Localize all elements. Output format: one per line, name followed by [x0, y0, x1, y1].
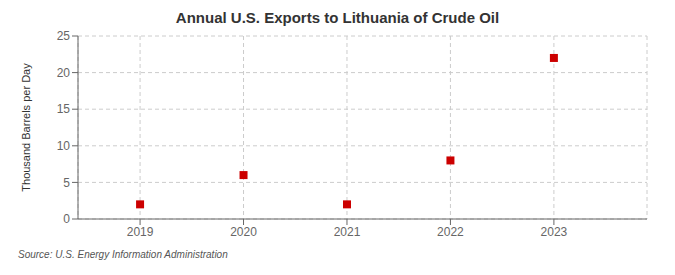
svg-text:Thousand Barrels per Day: Thousand Barrels per Day	[20, 63, 32, 192]
svg-text:2019: 2019	[127, 225, 154, 239]
svg-text:10: 10	[57, 139, 71, 153]
svg-text:5: 5	[63, 176, 70, 190]
svg-text:0: 0	[63, 212, 70, 226]
svg-text:2021: 2021	[334, 225, 361, 239]
svg-text:2020: 2020	[230, 225, 257, 239]
svg-text:20: 20	[57, 66, 71, 80]
svg-text:25: 25	[57, 29, 71, 43]
html-text:Source: U.S. Energy Informatio: Source: U.S. Energy Information Administ…	[18, 249, 228, 260]
html-text:Annual U.S. Exports to Lithuan: Annual U.S. Exports to Lithuania of Crud…	[175, 9, 500, 26]
svg-text:2023: 2023	[541, 225, 568, 239]
svg-text:2022: 2022	[437, 225, 464, 239]
svg-text:15: 15	[57, 102, 71, 116]
